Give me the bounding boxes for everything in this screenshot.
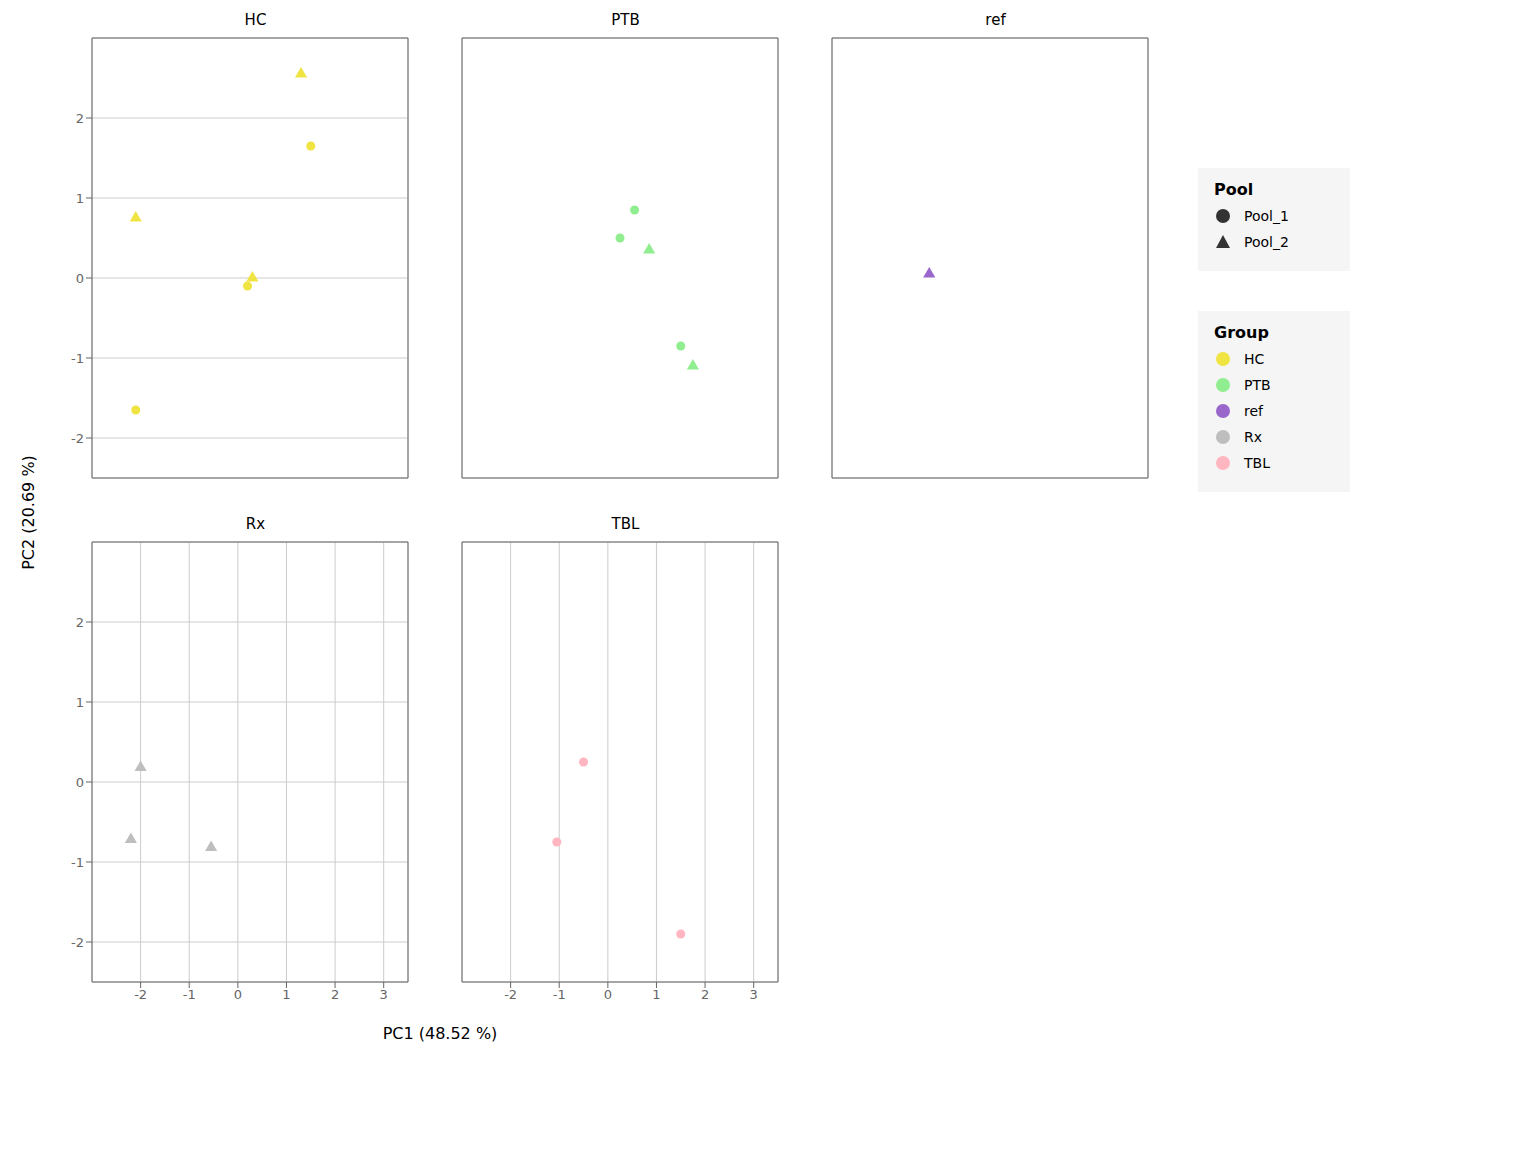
- svg-text:1: 1: [282, 987, 290, 1002]
- svg-text:-2: -2: [71, 431, 84, 446]
- svg-text:0: 0: [234, 987, 242, 1002]
- html-text:HC: HC: [1244, 351, 1265, 367]
- svg-text:-1: -1: [71, 351, 84, 366]
- html-text:ref: ref: [1244, 403, 1263, 419]
- html-text:PTB: PTB: [611, 11, 640, 29]
- html-text:Rx: Rx: [245, 515, 266, 533]
- html-text:PC2 (20.69 %): PC2 (20.69 %): [18, 454, 38, 570]
- svg-text:0: 0: [76, 775, 84, 790]
- svg-text:-1: -1: [183, 987, 196, 1002]
- html-text:HC: HC: [244, 11, 267, 29]
- html-text:Pool_2: Pool_2: [1244, 234, 1289, 250]
- svg-text:0: 0: [76, 271, 84, 286]
- svg-text:-2: -2: [504, 987, 517, 1002]
- html-text:Pool: Pool: [1214, 180, 1254, 199]
- svg-text:3: 3: [380, 987, 388, 1002]
- html-text:TBL: TBL: [1244, 455, 1270, 471]
- html-text:ref: ref: [985, 11, 1006, 29]
- html-text:Rx: Rx: [1244, 429, 1262, 445]
- svg-text:-2: -2: [71, 935, 84, 950]
- html-text:TBL: TBL: [611, 515, 640, 533]
- svg-text:-1: -1: [553, 987, 566, 1002]
- svg-text:0: 0: [604, 987, 612, 1002]
- svg-text:2: 2: [76, 615, 84, 630]
- svg-text:3: 3: [750, 987, 758, 1002]
- svg-text:1: 1: [76, 191, 84, 206]
- html-text:PTB: PTB: [1244, 377, 1271, 393]
- svg-text:2: 2: [701, 987, 709, 1002]
- svg-text:1: 1: [76, 695, 84, 710]
- html-text:Group: Group: [1214, 323, 1269, 342]
- svg-text:-1: -1: [71, 855, 84, 870]
- html-text:Pool_1: Pool_1: [1244, 208, 1289, 224]
- svg-text:2: 2: [331, 987, 339, 1002]
- svg-text:2: 2: [76, 111, 84, 126]
- html-text:PC1 (48.52 %): PC1 (48.52 %): [382, 1024, 498, 1043]
- svg-text:1: 1: [652, 987, 660, 1002]
- svg-text:-2: -2: [134, 987, 147, 1002]
